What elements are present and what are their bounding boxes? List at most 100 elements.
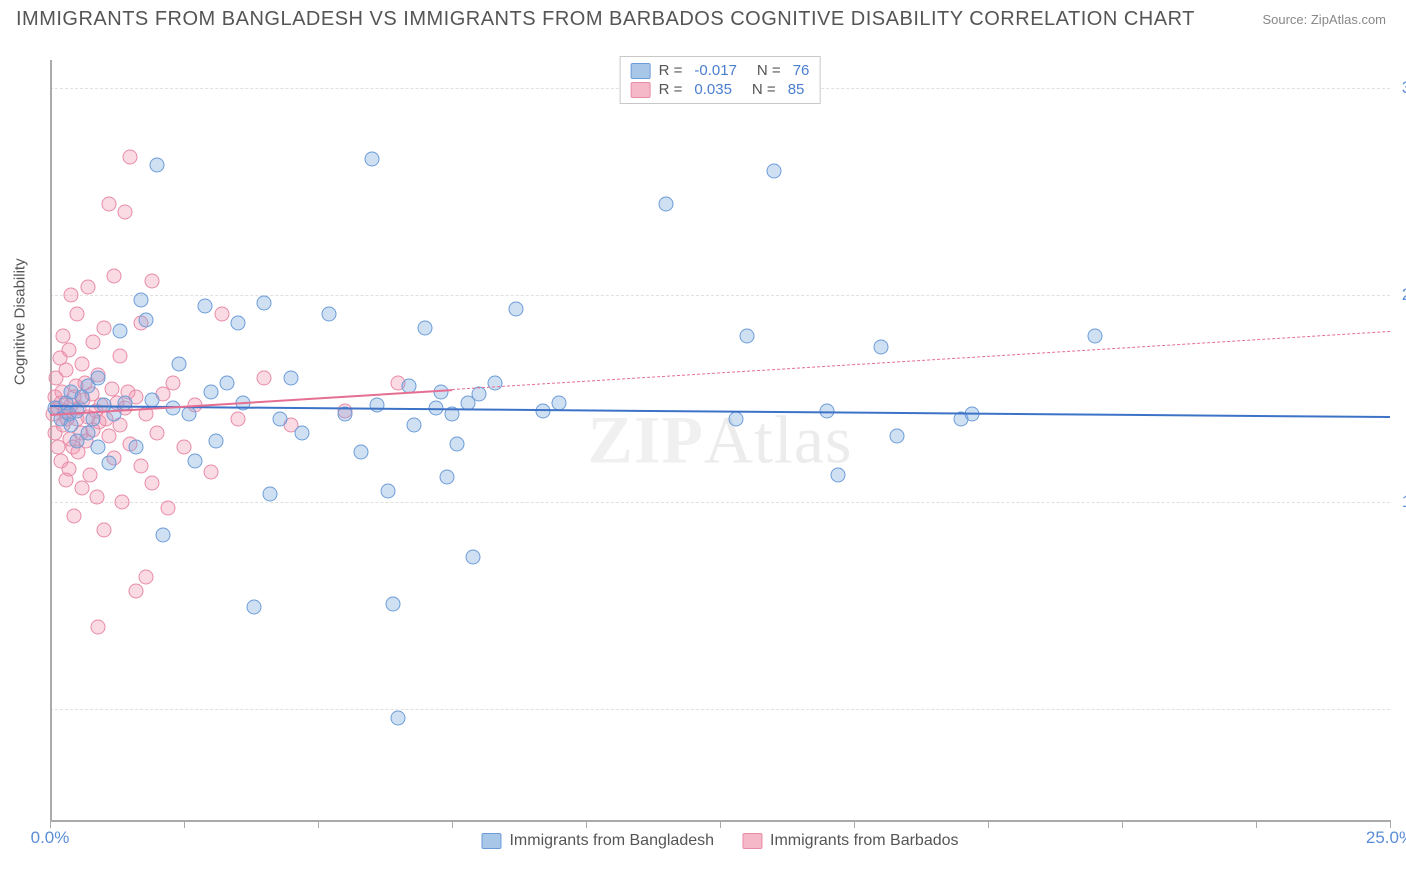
data-point	[115, 495, 130, 510]
data-point	[466, 550, 481, 565]
data-point	[75, 481, 90, 496]
data-point	[128, 583, 143, 598]
data-point	[96, 321, 111, 336]
data-point	[56, 329, 71, 344]
data-point	[380, 484, 395, 499]
data-point	[739, 329, 754, 344]
legend-r-label: R =	[659, 81, 683, 98]
plot-area: Cognitive Disability ZIPAtlas 7.5%15.0%2…	[50, 60, 1390, 820]
data-point	[112, 323, 127, 338]
data-point	[91, 439, 106, 454]
data-point	[134, 459, 149, 474]
data-point	[257, 370, 272, 385]
data-point	[471, 387, 486, 402]
data-point	[257, 296, 272, 311]
data-point	[64, 417, 79, 432]
data-point	[450, 437, 465, 452]
data-point	[284, 370, 299, 385]
data-point	[139, 569, 154, 584]
y-tick-label: 30.0%	[1402, 78, 1406, 98]
legend-label: Immigrants from Bangladesh	[509, 832, 714, 850]
data-point	[80, 279, 95, 294]
data-point	[386, 597, 401, 612]
x-tick	[184, 820, 185, 828]
trend-line	[50, 405, 1390, 418]
legend-row: R =0.035N =85	[631, 80, 810, 99]
x-tick	[1390, 820, 1391, 828]
data-point	[198, 298, 213, 313]
data-point	[67, 509, 82, 524]
data-point	[552, 395, 567, 410]
x-tick	[586, 820, 587, 828]
data-point	[104, 381, 119, 396]
data-point	[85, 412, 100, 427]
data-point	[364, 152, 379, 167]
legend-n-value: 85	[788, 81, 805, 98]
data-point	[766, 163, 781, 178]
legend-r-value: -0.017	[694, 62, 737, 79]
x-tick	[452, 820, 453, 828]
data-point	[214, 307, 229, 322]
bottom-legend-item: Immigrants from Barbados	[742, 832, 959, 850]
legend-n-value: 76	[793, 62, 810, 79]
data-point	[160, 500, 175, 515]
legend-r-label: R =	[659, 62, 683, 79]
data-point	[107, 268, 122, 283]
chart-title: IMMIGRANTS FROM BANGLADESH VS IMMIGRANTS…	[16, 8, 1195, 31]
data-point	[407, 417, 422, 432]
data-point	[166, 376, 181, 391]
legend-label: Immigrants from Barbados	[770, 832, 959, 850]
data-point	[96, 522, 111, 537]
x-tick	[318, 820, 319, 828]
y-tick-label: 15.0%	[1402, 492, 1406, 512]
data-point	[90, 489, 105, 504]
data-point	[439, 470, 454, 485]
legend-n-label: N =	[752, 81, 776, 98]
legend-swatch	[631, 63, 651, 79]
data-point	[294, 426, 309, 441]
data-point	[203, 384, 218, 399]
data-point	[123, 149, 138, 164]
data-point	[61, 343, 76, 358]
gridline	[50, 295, 1390, 296]
data-point	[659, 196, 674, 211]
data-point	[1088, 329, 1103, 344]
data-point	[321, 307, 336, 322]
data-point	[487, 376, 502, 391]
data-point	[118, 395, 133, 410]
legend-swatch	[481, 833, 501, 849]
y-tick-label: 22.5%	[1402, 285, 1406, 305]
data-point	[203, 464, 218, 479]
data-point	[177, 439, 192, 454]
gridline	[50, 502, 1390, 503]
data-point	[729, 412, 744, 427]
data-point	[246, 600, 261, 615]
data-point	[91, 619, 106, 634]
data-point	[155, 528, 170, 543]
data-point	[262, 486, 277, 501]
data-point	[418, 321, 433, 336]
data-point	[112, 348, 127, 363]
bottom-legend-item: Immigrants from Bangladesh	[481, 832, 714, 850]
data-point	[209, 434, 224, 449]
legend: R =-0.017N =76R =0.035N =85	[620, 56, 821, 104]
data-point	[75, 357, 90, 372]
chart-area: Cognitive Disability ZIPAtlas 7.5%15.0%2…	[50, 60, 1390, 820]
data-point	[230, 412, 245, 427]
data-point	[830, 467, 845, 482]
gridline	[50, 709, 1390, 710]
data-point	[273, 412, 288, 427]
data-point	[134, 293, 149, 308]
data-point	[150, 426, 165, 441]
data-point	[59, 362, 74, 377]
data-point	[230, 315, 245, 330]
data-point	[187, 453, 202, 468]
legend-row: R =-0.017N =76	[631, 61, 810, 80]
data-point	[391, 710, 406, 725]
data-point	[150, 158, 165, 173]
data-point	[873, 340, 888, 355]
x-tick	[988, 820, 989, 828]
data-point	[85, 334, 100, 349]
data-point	[101, 196, 116, 211]
bottom-legend: Immigrants from Bangladesh Immigrants fro…	[481, 832, 958, 850]
